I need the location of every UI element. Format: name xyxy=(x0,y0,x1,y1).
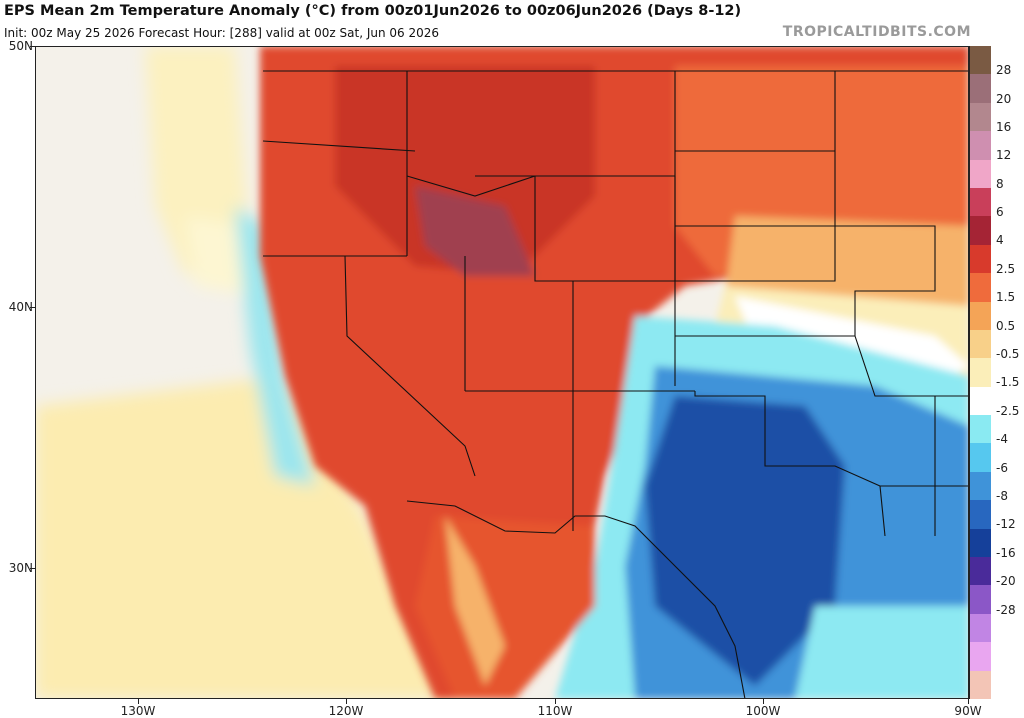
lon-label-100w: 100W xyxy=(745,704,781,718)
lon-tick-90w xyxy=(968,699,969,704)
lon-tick-110w xyxy=(555,699,556,704)
colorbar-swatch xyxy=(970,670,991,699)
colorbar-swatch xyxy=(970,585,991,614)
map-subtitle: Init: 00z May 25 2026 Forecast Hour: [28… xyxy=(4,26,440,40)
colorbar-swatch xyxy=(970,102,991,132)
colorbar-label: 0.5 xyxy=(996,318,1016,333)
colorbar-label: -12 xyxy=(996,517,1016,532)
lon-tick-100w xyxy=(763,699,764,704)
colorbar-label: -0.5 xyxy=(996,347,1020,362)
map-title: EPS Mean 2m Temperature Anomaly (°C) fro… xyxy=(4,3,742,19)
colorbar-swatch xyxy=(970,216,991,245)
lat-tick-30n xyxy=(30,568,35,569)
colorbar-label: -2.5 xyxy=(996,403,1020,418)
colorbar-label: 4 xyxy=(996,233,1004,248)
land-north-deep xyxy=(335,66,595,276)
colorbar-label: -20 xyxy=(996,574,1016,589)
colorbar-label: -16 xyxy=(996,545,1016,560)
border-co-nm xyxy=(572,390,695,531)
colorbar-label: 8 xyxy=(996,176,1004,191)
colorbar-swatch xyxy=(970,329,991,359)
lon-label-120w: 120W xyxy=(328,704,364,718)
border-wa-or xyxy=(262,140,416,152)
colorbar-swatch xyxy=(970,557,991,586)
lon-label-130w: 130W xyxy=(120,704,156,718)
colorbar-swatch xyxy=(970,500,991,529)
colorbar-swatch xyxy=(970,415,991,444)
border-mexico xyxy=(406,500,746,699)
colorbar-swatch xyxy=(970,358,991,387)
anomaly-map xyxy=(35,46,969,699)
border-id xyxy=(406,71,536,256)
colorbar-swatch xyxy=(970,74,991,103)
colorbar-swatch xyxy=(970,46,991,75)
colorbar-swatch xyxy=(970,244,991,274)
colorbar-swatch xyxy=(970,528,991,558)
colorbar-swatch xyxy=(970,443,991,472)
colorbar-label: -1.5 xyxy=(996,375,1020,390)
gulf-cool xyxy=(795,606,969,699)
lat-label-40n: 40N xyxy=(8,300,33,314)
border-mo-ar xyxy=(854,335,969,397)
colorbar-label: -6 xyxy=(996,460,1008,475)
colorbar-swatch xyxy=(970,386,991,416)
colorbar-swatch xyxy=(970,613,991,643)
lon-tick-120w xyxy=(346,699,347,704)
lat-label-30n: 30N xyxy=(8,561,33,575)
colorbar-swatch xyxy=(970,273,991,302)
lon-tick-130w xyxy=(138,699,139,704)
colorbar-swatch xyxy=(970,159,991,188)
colorbar-label: 20 xyxy=(996,91,1012,106)
colorbar-label: 28 xyxy=(996,63,1012,78)
land-rockies-purple xyxy=(415,186,535,276)
brand-watermark: TROPICALTIDBITS.COM xyxy=(782,24,971,40)
colorbar xyxy=(969,46,991,699)
colorbar-swatch xyxy=(970,642,991,671)
border-ca-nv xyxy=(344,255,476,477)
border-mn-ia xyxy=(834,71,936,336)
colorbar-swatch xyxy=(970,187,991,217)
colorbar-label: 12 xyxy=(996,148,1012,163)
colorbar-label: 6 xyxy=(996,205,1004,220)
border-la xyxy=(880,396,969,536)
lat-label-50n: 50N xyxy=(8,39,33,53)
lat-tick-50n xyxy=(30,46,35,47)
border-nd-sd xyxy=(674,71,835,386)
ocean-pale-band-south xyxy=(35,376,455,699)
land-texas-cold xyxy=(645,396,845,686)
colorbar-label: 2.5 xyxy=(996,261,1016,276)
colorbar-swatch xyxy=(970,131,991,160)
colorbar-swatch xyxy=(970,471,991,501)
colorbar-label: 16 xyxy=(996,119,1012,134)
colorbar-label: 1.5 xyxy=(996,290,1016,305)
lon-label-90w: 90W xyxy=(954,704,982,718)
lon-label-110w: 110W xyxy=(537,704,573,718)
lat-tick-40n xyxy=(30,307,35,308)
colorbar-swatch xyxy=(970,301,991,330)
border-ne-ks xyxy=(675,226,855,337)
ocean-pale-band-north xyxy=(145,46,250,276)
colorbar-label: -28 xyxy=(996,602,1016,617)
baja-light xyxy=(445,516,505,686)
ocean-cool-coast xyxy=(235,206,315,486)
colorbar-label: -8 xyxy=(996,489,1008,503)
colorbar-label: -4 xyxy=(996,432,1008,447)
